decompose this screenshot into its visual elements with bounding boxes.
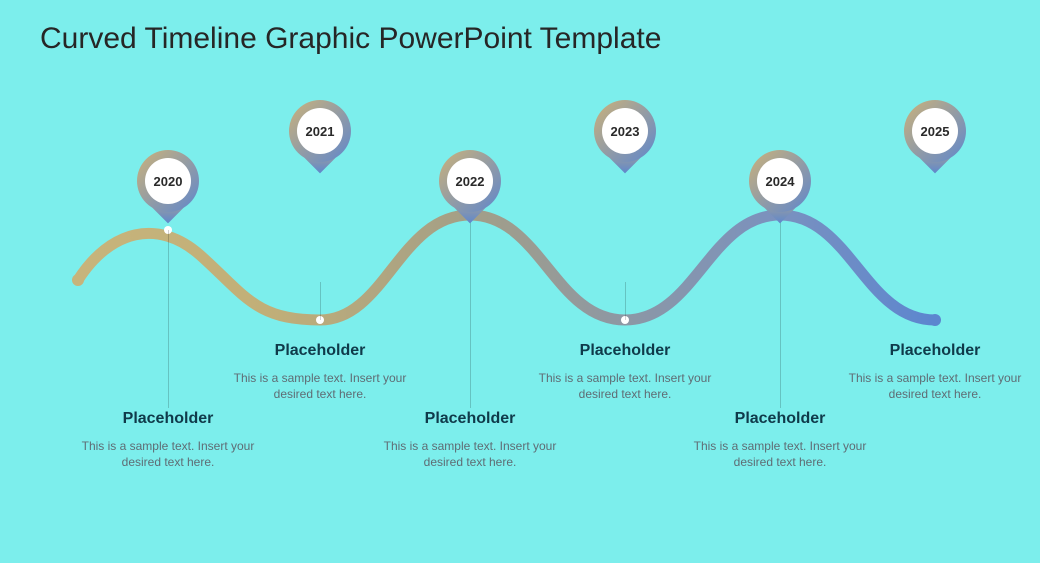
- pin-year-label: 2024: [757, 158, 803, 204]
- timeline-entry: Placeholder This is a sample text. Insert…: [675, 410, 885, 470]
- wave-endcap: [929, 314, 941, 326]
- entry-title: Placeholder: [675, 410, 885, 428]
- pin-year-label: 2020: [145, 158, 191, 204]
- entry-title: Placeholder: [520, 342, 730, 360]
- connector-line: [320, 282, 321, 320]
- entry-title: Placeholder: [365, 410, 575, 428]
- entry-title: Placeholder: [215, 342, 425, 360]
- pin-year-label: 2023: [602, 108, 648, 154]
- connector-line: [168, 230, 169, 408]
- year-pin: 2022: [439, 150, 501, 228]
- year-pin: 2024: [749, 150, 811, 228]
- pin-year-label: 2021: [297, 108, 343, 154]
- year-pin: 2025: [904, 100, 966, 178]
- timeline-entry: Placeholder This is a sample text. Insert…: [365, 410, 575, 470]
- entry-body: This is a sample text. Insert your desir…: [215, 370, 425, 402]
- year-pin: 2020: [137, 150, 199, 228]
- entry-body: This is a sample text. Insert your desir…: [830, 370, 1040, 402]
- year-pin: 2023: [594, 100, 656, 178]
- timeline-wave: [0, 0, 1040, 563]
- connector-line: [780, 215, 781, 408]
- entry-body: This is a sample text. Insert your desir…: [520, 370, 730, 402]
- entry-title: Placeholder: [830, 342, 1040, 360]
- pin-year-label: 2022: [447, 158, 493, 204]
- entry-body: This is a sample text. Insert your desir…: [675, 438, 885, 470]
- entry-title: Placeholder: [63, 410, 273, 428]
- timeline-entry: Placeholder This is a sample text. Insert…: [520, 342, 730, 402]
- entry-body: This is a sample text. Insert your desir…: [63, 438, 273, 470]
- pin-year-label: 2025: [912, 108, 958, 154]
- connector-line: [470, 215, 471, 408]
- timeline-entry: Placeholder This is a sample text. Insert…: [215, 342, 425, 402]
- wave-endcap: [72, 274, 84, 286]
- entry-body: This is a sample text. Insert your desir…: [365, 438, 575, 470]
- year-pin: 2021: [289, 100, 351, 178]
- timeline-entry: Placeholder This is a sample text. Insert…: [63, 410, 273, 470]
- connector-line: [625, 282, 626, 320]
- timeline-entry: Placeholder This is a sample text. Insert…: [830, 342, 1040, 402]
